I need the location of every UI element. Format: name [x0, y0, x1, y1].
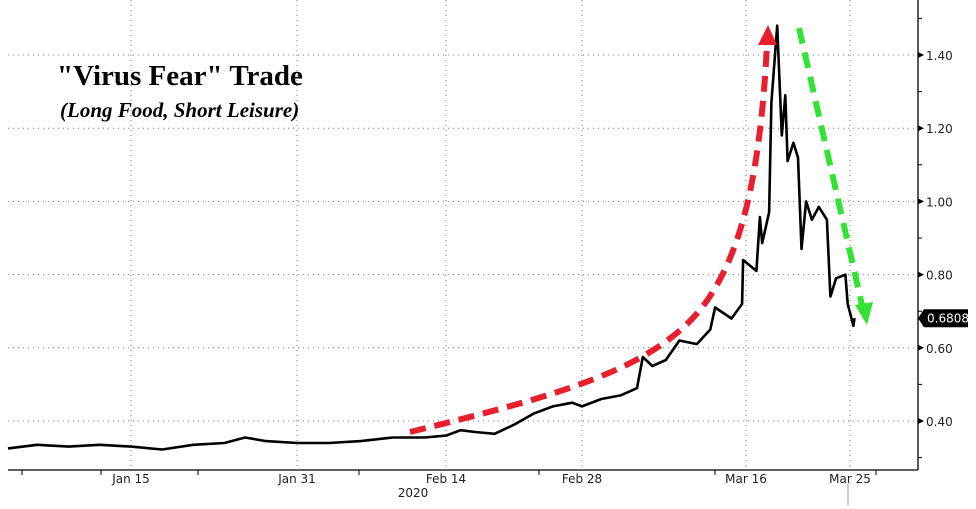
- red-arrowhead-icon: [758, 25, 777, 45]
- chart-title: "Virus Fear" Trade: [57, 60, 303, 92]
- red-dashed-curve: [409, 44, 770, 435]
- y-tick-label: 1.00: [926, 195, 953, 209]
- x-tick-label: Mar 25: [829, 472, 871, 486]
- green-dashed-line: [796, 27, 865, 306]
- last-value-badge: 0.6808: [918, 309, 969, 328]
- y-tick-mark: [918, 271, 924, 278]
- x-tick-label: Jan 15: [111, 472, 150, 486]
- green-down-arrow-annotation: [796, 27, 873, 325]
- y-tick-mark: [918, 52, 924, 58]
- y-tick-label: 1.40: [926, 49, 953, 63]
- last-value-badge-bg: [918, 309, 968, 328]
- year-label: 2020: [398, 486, 429, 500]
- axes: [8, 0, 919, 471]
- y-tick-mark: [918, 418, 924, 424]
- y-tick-label: 0.80: [926, 269, 953, 283]
- y-tick-label: 0.60: [926, 342, 953, 356]
- x-tick-label: Jan 31: [277, 472, 316, 486]
- y-tick-label: 1.20: [926, 122, 953, 136]
- x-tick-label: Feb 28: [562, 472, 602, 486]
- x-tick-label: Mar 16: [725, 472, 767, 486]
- y-tick-label: 0.40: [926, 415, 953, 429]
- last-value-label: 0.6808: [927, 312, 969, 326]
- y-tick-mark: [918, 344, 924, 351]
- x-tick-label: Feb 14: [426, 472, 466, 486]
- y-tick-mark: [918, 198, 924, 205]
- x-tick-labels: Jan 15 Jan 31 Feb 14 Feb 28 Mar 16 Mar 25: [21, 470, 877, 486]
- green-arrowhead-icon: [855, 302, 873, 325]
- chart-subtitle: (Long Food, Short Leisure): [60, 98, 299, 122]
- y-tick-labels: 0.40 0.60 0.80 1.00 1.20 1.40: [918, 17, 953, 459]
- series-line: [7, 24, 856, 451]
- red-up-arrow-annotation: [409, 25, 777, 435]
- y-tick-mark: [918, 125, 924, 132]
